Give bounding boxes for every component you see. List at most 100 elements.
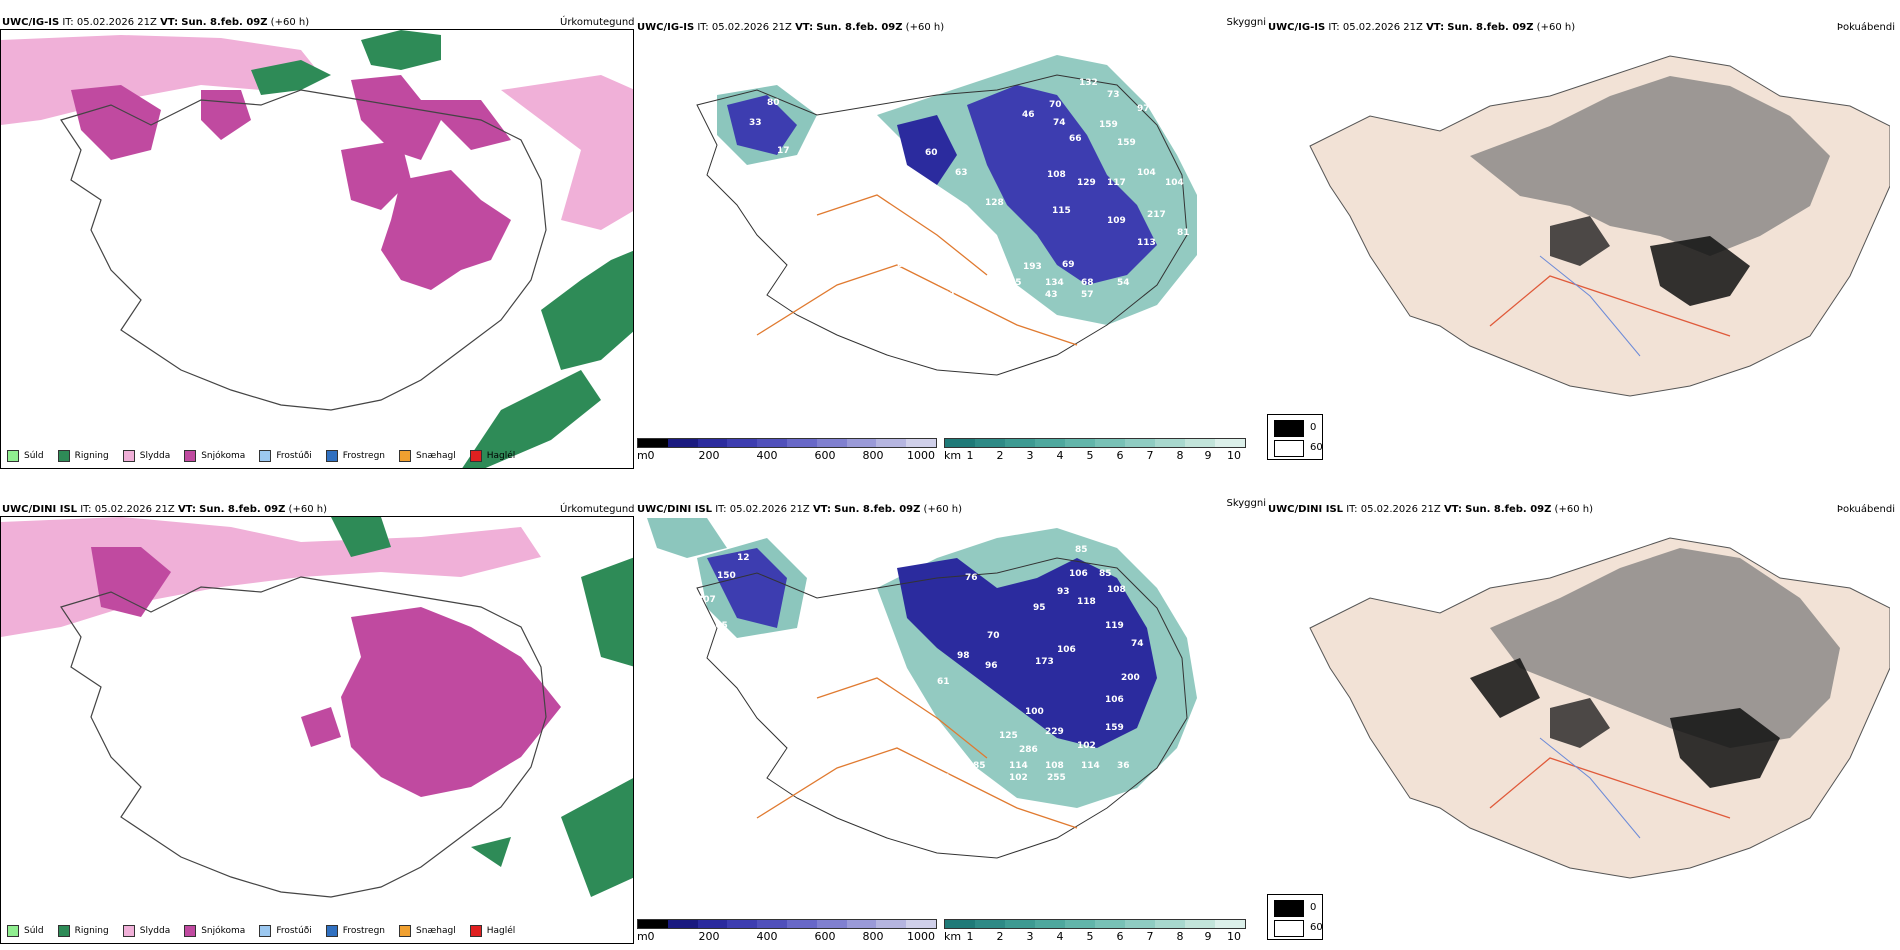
tick-label: 1 <box>966 449 974 462</box>
coastline <box>696 557 1188 859</box>
snow-depth-label: 79 <box>897 248 910 258</box>
snow-depth-label: 75 <box>1009 278 1022 288</box>
snow-depth-label: 159 <box>1099 120 1118 130</box>
snow-depth-label: 70 <box>973 773 986 783</box>
snow-depth-label: 229 <box>1045 727 1064 737</box>
snow-depth-label: 108 <box>1107 585 1126 595</box>
tick-label: 200 <box>698 930 720 943</box>
tick-label: 10 <box>1227 449 1241 462</box>
fog-map-2[interactable] <box>1290 518 1891 908</box>
coastline <box>60 89 547 411</box>
panel-title-precip-1: UWC/IG-IS IT: 05.02.2026 21Z VT: Sun. 8.… <box>2 17 310 28</box>
snow-depth-area <box>967 85 1157 285</box>
legend-item: Slydda <box>122 450 170 462</box>
snow-scale-unit: m <box>637 449 648 462</box>
road-network <box>1489 757 1731 819</box>
rain-area <box>581 557 633 667</box>
fog-legend-2: 0 60 <box>1267 894 1323 940</box>
snow-depth-label: 98 <box>957 651 970 661</box>
snow-depth-label: 173 <box>1035 657 1054 667</box>
legend-item: Frostúði <box>259 450 312 462</box>
fog-legend-light: 60 <box>1310 442 1323 453</box>
snow-depth-label: 63 <box>955 168 968 178</box>
legend-item: Haglél <box>469 450 515 462</box>
snow-depth-label: 307 <box>697 595 716 605</box>
snow-area <box>341 607 561 797</box>
tick-label: 600 <box>814 930 836 943</box>
snow-depth-label: 74 <box>1053 118 1066 128</box>
snow-depth-label: 159 <box>1117 138 1136 148</box>
snow-depth-label: 73 <box>1107 90 1120 100</box>
panel-label-fog-1: Þokuábendi <box>1836 22 1895 33</box>
rain-area <box>251 60 331 95</box>
precip-map-svg-1 <box>1 30 633 468</box>
snow-depth-area <box>897 115 957 185</box>
vis-map-2[interactable]: 85 106 85 108 93 118 95 119 74 106 173 2… <box>637 518 1262 918</box>
snow-depth-colorbar-2: m 0 200 400 600 800 1000 <box>637 919 937 943</box>
tick-label: 9 <box>1204 449 1212 462</box>
tick-label: 7 <box>1146 930 1154 943</box>
rain-area <box>561 778 633 897</box>
panel-title-precip-2: UWC/DINI ISL IT: 05.02.2026 21Z VT: Sun.… <box>2 504 327 515</box>
precip-map-2[interactable]: Súld Rigning Slydda Snjókoma Frostúði Fr… <box>0 516 634 944</box>
tick-label: 1 <box>966 930 974 943</box>
fog-swatch-light <box>1274 440 1304 457</box>
river-network <box>1539 255 1641 357</box>
snow-depth-label: 61 <box>937 677 950 687</box>
snow-depth-label: 3 <box>1009 290 1015 300</box>
vis-map-svg-2: 85 106 85 108 93 118 95 119 74 106 173 2… <box>647 518 1197 859</box>
fog-area <box>1550 698 1610 748</box>
legend-item: Snæhagl <box>399 450 456 462</box>
snow-depth-label: 88 <box>887 721 900 731</box>
fog-map-1[interactable] <box>1290 36 1891 426</box>
snow-depth-label: 255 <box>1047 773 1066 783</box>
tick-label: 800 <box>862 930 884 943</box>
snow-depth-label: 81 <box>805 671 818 681</box>
legend-item: Haglél <box>469 925 515 937</box>
tick-label: 400 <box>756 449 778 462</box>
tick-label: 800 <box>862 449 884 462</box>
tick-label: 400 <box>756 930 778 943</box>
fog-area <box>1470 658 1540 718</box>
snow-depth-label: 159 <box>1105 723 1124 733</box>
snow-depth-label: 102 <box>1009 773 1028 783</box>
fog-swatch-dark <box>1274 900 1304 917</box>
snow-depth-label: 70 <box>987 631 1000 641</box>
precip-map-1[interactable]: Súld Rigning Slydda Snjókoma Frostúði Fr… <box>0 29 634 469</box>
snow-depth-label: 81 <box>1177 228 1190 238</box>
snow-depth-label: 108 <box>1045 761 1064 771</box>
snow-depth-label: 106 <box>1069 569 1088 579</box>
fog-swatch-dark <box>1274 420 1304 437</box>
tick-label: 8 <box>1176 930 1184 943</box>
tick-label: 0 <box>647 930 655 943</box>
snow-depth-area <box>727 95 797 155</box>
snow-area <box>71 85 161 160</box>
snow-area <box>351 75 511 160</box>
snow-depth-label: 108 <box>1047 170 1066 180</box>
snow-depth-label: 95 <box>1033 603 1046 613</box>
snow-scale-unit: m <box>637 930 648 943</box>
legend-item: Frostúði <box>259 925 312 937</box>
sleet-area <box>501 75 633 230</box>
snow-depth-label: 43 <box>1045 290 1058 300</box>
snow-depth-label: 114 <box>1009 761 1028 771</box>
tick-label: 2 <box>996 930 1004 943</box>
snow-depth-label: 12 <box>737 553 750 563</box>
snow-depth-label: 147 <box>937 278 956 288</box>
tick-label: 3 <box>1026 930 1034 943</box>
snow-depth-label: 70 <box>1049 100 1062 110</box>
snow-area <box>201 90 251 140</box>
vis-map-svg-1: 132 73 97 70 46 74 66 159 159 108 129 11… <box>696 55 1197 376</box>
snow-depth-label: 115 <box>973 278 992 288</box>
vis-map-1[interactable]: 132 73 97 70 46 74 66 159 159 108 129 11… <box>637 35 1262 435</box>
legend-item: Snjókoma <box>184 450 245 462</box>
snow-depth-label: 65 <box>937 773 950 783</box>
snow-depth-label: 64 <box>725 529 738 539</box>
snow-depth-label: 150 <box>717 571 736 581</box>
fog-swatch-light <box>1274 920 1304 937</box>
snow-depth-label: 97 <box>1137 104 1150 114</box>
legend-item: Frostregn <box>325 925 385 937</box>
snow-depth-label: 33 <box>749 118 762 128</box>
tick-label: 1000 <box>907 930 935 943</box>
fog-legend-light: 60 <box>1310 922 1323 933</box>
